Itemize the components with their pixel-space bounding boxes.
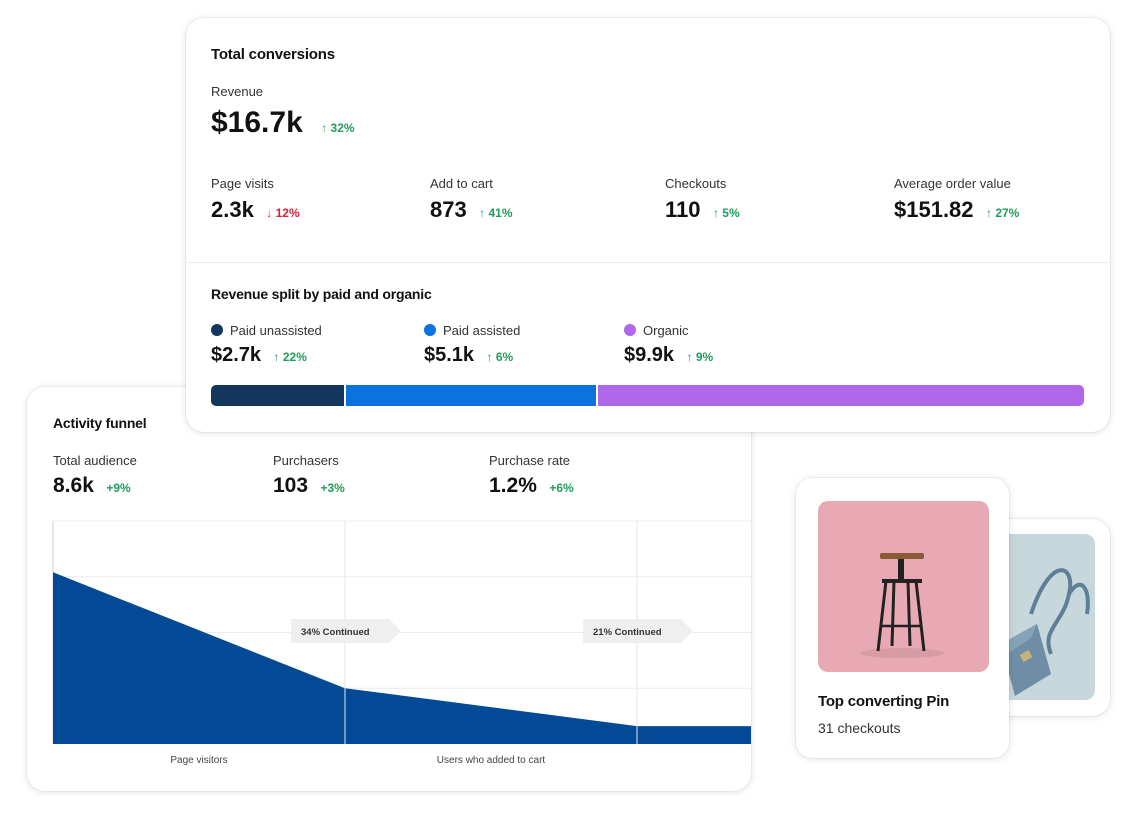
metric-value: $151.82 bbox=[894, 197, 974, 222]
metric-change: ↑ 27% bbox=[985, 206, 1020, 220]
continued-tag-label: 34% Continued bbox=[301, 627, 370, 638]
metric-change: ↓ 12% bbox=[266, 206, 300, 220]
metric-label: Checkouts bbox=[665, 176, 727, 191]
stat-purchasers: Purchasers 103 +3% bbox=[273, 453, 345, 498]
total-conversions-card: Total conversions Revenue $16.7k ↑ 32% P… bbox=[186, 18, 1110, 432]
legend-label: Paid assisted bbox=[443, 323, 521, 338]
paid-assisted-dot-icon bbox=[424, 324, 436, 336]
continued-tag-shape bbox=[583, 619, 693, 643]
pin-title: Top converting Pin bbox=[818, 693, 950, 710]
stat-value: 8.6k bbox=[53, 474, 94, 497]
top-converting-pin-card[interactable]: Top converting Pin 31 checkouts bbox=[796, 478, 1009, 758]
metric-checkouts: Checkouts 110 ↑ 5% bbox=[665, 176, 740, 223]
metric-page-visits: Page visits 2.3k ↓ 12% bbox=[211, 176, 300, 223]
metric-value: 2.3k bbox=[211, 197, 254, 222]
split-segment-paid-unassisted bbox=[211, 385, 344, 406]
metric-add-to-cart: Add to cart 873 ↑ 41% bbox=[430, 176, 513, 223]
continued-tag: 21% Continued bbox=[583, 619, 693, 643]
metric-average-order-value: Average order value $151.82 ↑ 27% bbox=[894, 176, 1019, 223]
stat-change: +3% bbox=[320, 481, 345, 495]
stool-pin-image[interactable] bbox=[818, 501, 989, 672]
legend-paid-unassisted: Paid unassisted $2.7k ↑ 22% bbox=[211, 323, 322, 367]
segment-change: ↑ 22% bbox=[273, 350, 307, 364]
stat-change: +6% bbox=[549, 481, 574, 495]
segment-change: ↑ 6% bbox=[486, 350, 514, 364]
stat-change: +9% bbox=[106, 481, 131, 495]
organic-dot-icon bbox=[624, 324, 636, 336]
legend-paid-assisted: Paid assisted $5.1k ↑ 6% bbox=[424, 323, 520, 367]
metric-value: 110 bbox=[665, 197, 701, 222]
section-divider bbox=[186, 262, 1110, 263]
funnel-stage-label: Page visitors bbox=[170, 755, 227, 766]
stat-value: 1.2% bbox=[489, 474, 537, 497]
funnel-chart: 34% Continued 21% Continued Page visitors… bbox=[52, 520, 751, 766]
continued-tag: 34% Continued bbox=[291, 619, 401, 643]
split-segment-paid-assisted bbox=[343, 385, 596, 406]
continued-tag-label: 21% Continued bbox=[593, 627, 662, 638]
metric-value: 873 bbox=[430, 197, 467, 222]
legend-label: Paid unassisted bbox=[230, 323, 322, 338]
paid-unassisted-dot-icon bbox=[211, 324, 223, 336]
stat-total-audience: Total audience 8.6k +9% bbox=[53, 453, 137, 498]
activity-funnel-title: Activity funnel bbox=[53, 415, 147, 431]
stat-label: Total audience bbox=[53, 453, 137, 468]
revenue-split-bar bbox=[211, 385, 1084, 406]
segment-value: $2.7k bbox=[211, 344, 262, 366]
pin-subtitle: 31 checkouts bbox=[818, 720, 901, 736]
segment-value: $5.1k bbox=[424, 344, 475, 366]
metric-label: Page visits bbox=[211, 176, 274, 191]
stool-illustration bbox=[860, 553, 944, 658]
activity-funnel-card: Activity funnel Total audience 8.6k +9% … bbox=[27, 387, 751, 791]
stat-purchase-rate: Purchase rate 1.2% +6% bbox=[489, 453, 574, 498]
metric-change: ↑ 41% bbox=[479, 206, 513, 220]
stat-label: Purchasers bbox=[273, 453, 339, 468]
funnel-area bbox=[53, 572, 751, 744]
metric-change: ↑ 5% bbox=[712, 206, 740, 220]
revenue-label: Revenue bbox=[211, 84, 264, 99]
revenue-metric: $16.7k ↑ 32% bbox=[211, 106, 355, 140]
continued-tag-shape bbox=[291, 619, 401, 643]
stat-value: 103 bbox=[273, 474, 309, 497]
legend-label: Organic bbox=[643, 323, 689, 338]
metric-label: Add to cart bbox=[430, 176, 493, 191]
legend-organic: Organic $9.9k ↑ 9% bbox=[624, 323, 713, 367]
funnel-stage-label: Users who added to cart bbox=[437, 755, 546, 766]
split-segment-organic bbox=[595, 385, 1084, 406]
segment-change: ↑ 9% bbox=[686, 350, 714, 364]
total-conversions-title: Total conversions bbox=[211, 46, 335, 63]
revenue-change: ↑ 32% bbox=[321, 121, 355, 135]
segment-value: $9.9k bbox=[624, 344, 675, 366]
bag-illustration bbox=[1001, 568, 1090, 696]
revenue-split-title: Revenue split by paid and organic bbox=[211, 286, 432, 302]
metric-label: Average order value bbox=[894, 176, 1011, 191]
stat-label: Purchase rate bbox=[489, 453, 570, 468]
revenue-value: $16.7k bbox=[211, 106, 303, 139]
